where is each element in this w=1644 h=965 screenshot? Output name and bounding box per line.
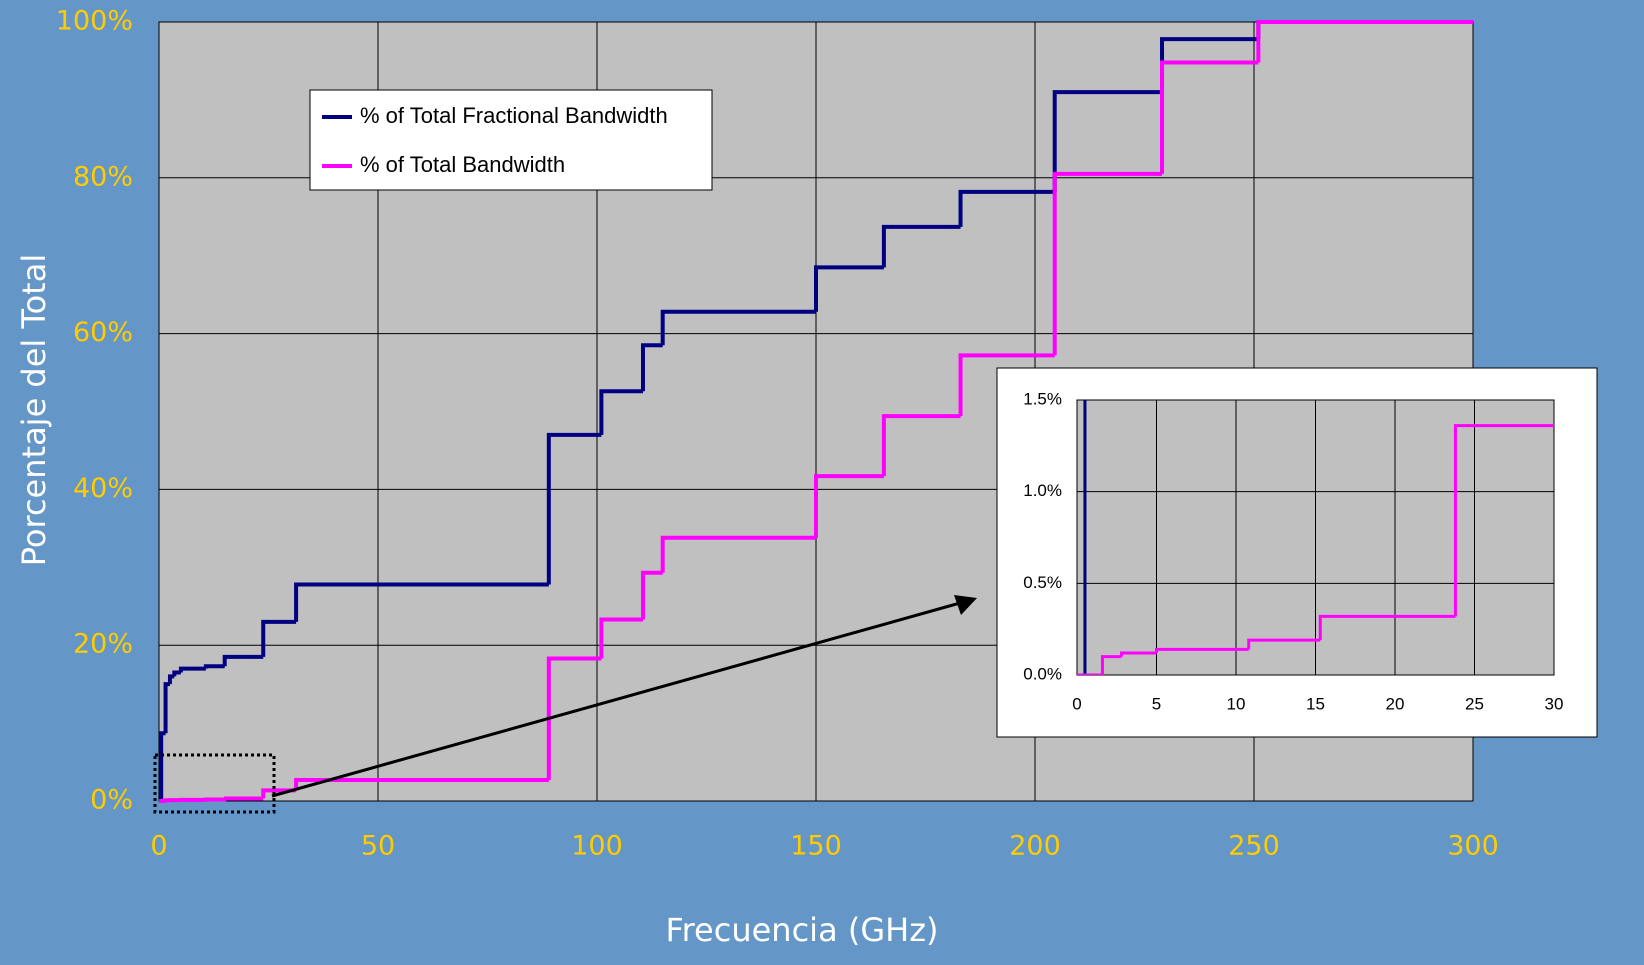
x-tick-label: 100 — [571, 831, 623, 862]
step-line — [1256, 20, 1473, 63]
step-line — [203, 664, 225, 669]
y-tick-label: 0.0% — [1023, 664, 1062, 683]
step-line — [881, 414, 961, 477]
step-line — [599, 617, 643, 659]
step-line — [1318, 614, 1456, 641]
step-line — [178, 666, 206, 673]
step-line — [660, 309, 816, 346]
step-line — [1052, 90, 1163, 192]
x-tick-label: 25 — [1465, 694, 1484, 713]
x-tick-label: 30 — [1545, 694, 1564, 713]
step-line — [958, 189, 1055, 227]
step-line — [1160, 60, 1259, 174]
x-tick-label: 50 — [361, 831, 395, 862]
step-line — [224, 796, 264, 801]
y-tick-label: 1.0% — [1023, 481, 1062, 500]
step-line — [294, 582, 549, 622]
y-tick-label: 1.5% — [1023, 389, 1062, 408]
step-line — [1100, 655, 1122, 675]
x-tick-label: 20 — [1386, 694, 1405, 713]
step-line — [546, 656, 602, 780]
step-line — [1052, 171, 1163, 356]
x-tick-label: 150 — [790, 831, 842, 862]
y-tick-label: 40% — [73, 473, 133, 504]
step-line — [222, 654, 264, 667]
x-tick-label: 250 — [1228, 831, 1280, 862]
step-line — [172, 670, 181, 677]
x-tick-label: 5 — [1152, 694, 1161, 713]
legend — [309, 89, 713, 191]
legend-label: % of Total Fractional Bandwidth — [360, 103, 668, 128]
x-tick-label: 10 — [1227, 694, 1246, 713]
step-line — [294, 777, 549, 791]
legend-label: % of Total Bandwidth — [360, 152, 565, 177]
step-line — [546, 432, 602, 585]
step-line — [599, 389, 643, 435]
x-tick-label: 15 — [1306, 694, 1325, 713]
x-tick-label: 0 — [150, 831, 167, 862]
arrow-head — [954, 595, 977, 615]
step-line — [640, 343, 663, 392]
y-tick-label: 20% — [73, 629, 133, 660]
x-axis-label: Frecuencia (GHz) — [666, 911, 939, 949]
step-line — [1453, 424, 1554, 617]
step-line — [958, 353, 1055, 417]
step-line — [660, 535, 816, 573]
inset-plot: 0.0% 0.5% 1.0% 1.5% 0 5 10 15 20 25 30 — [1023, 389, 1564, 713]
arrow-line — [271, 601, 961, 798]
y-tick-label: 80% — [73, 161, 133, 192]
y-tick-label: 100% — [56, 6, 133, 37]
step-line — [814, 265, 884, 312]
step-line — [1155, 647, 1249, 653]
step-line — [261, 619, 297, 657]
x-tick-label: 0 — [1072, 694, 1081, 713]
step-line — [261, 788, 297, 799]
step-line — [640, 570, 663, 620]
step-line — [1120, 651, 1157, 657]
y-tick-label: 0% — [90, 785, 133, 816]
step-line — [814, 474, 884, 538]
y-axis-label: Porcentaje del Total — [15, 254, 53, 566]
step-line — [881, 224, 961, 268]
step-line — [1247, 638, 1321, 650]
x-tick-label: 300 — [1447, 831, 1499, 862]
step-line — [164, 798, 172, 803]
y-tick-label: 60% — [73, 317, 133, 348]
y-tick-label: 0.5% — [1023, 573, 1062, 592]
x-tick-label: 200 — [1009, 831, 1061, 862]
zoom-box — [153, 753, 276, 814]
